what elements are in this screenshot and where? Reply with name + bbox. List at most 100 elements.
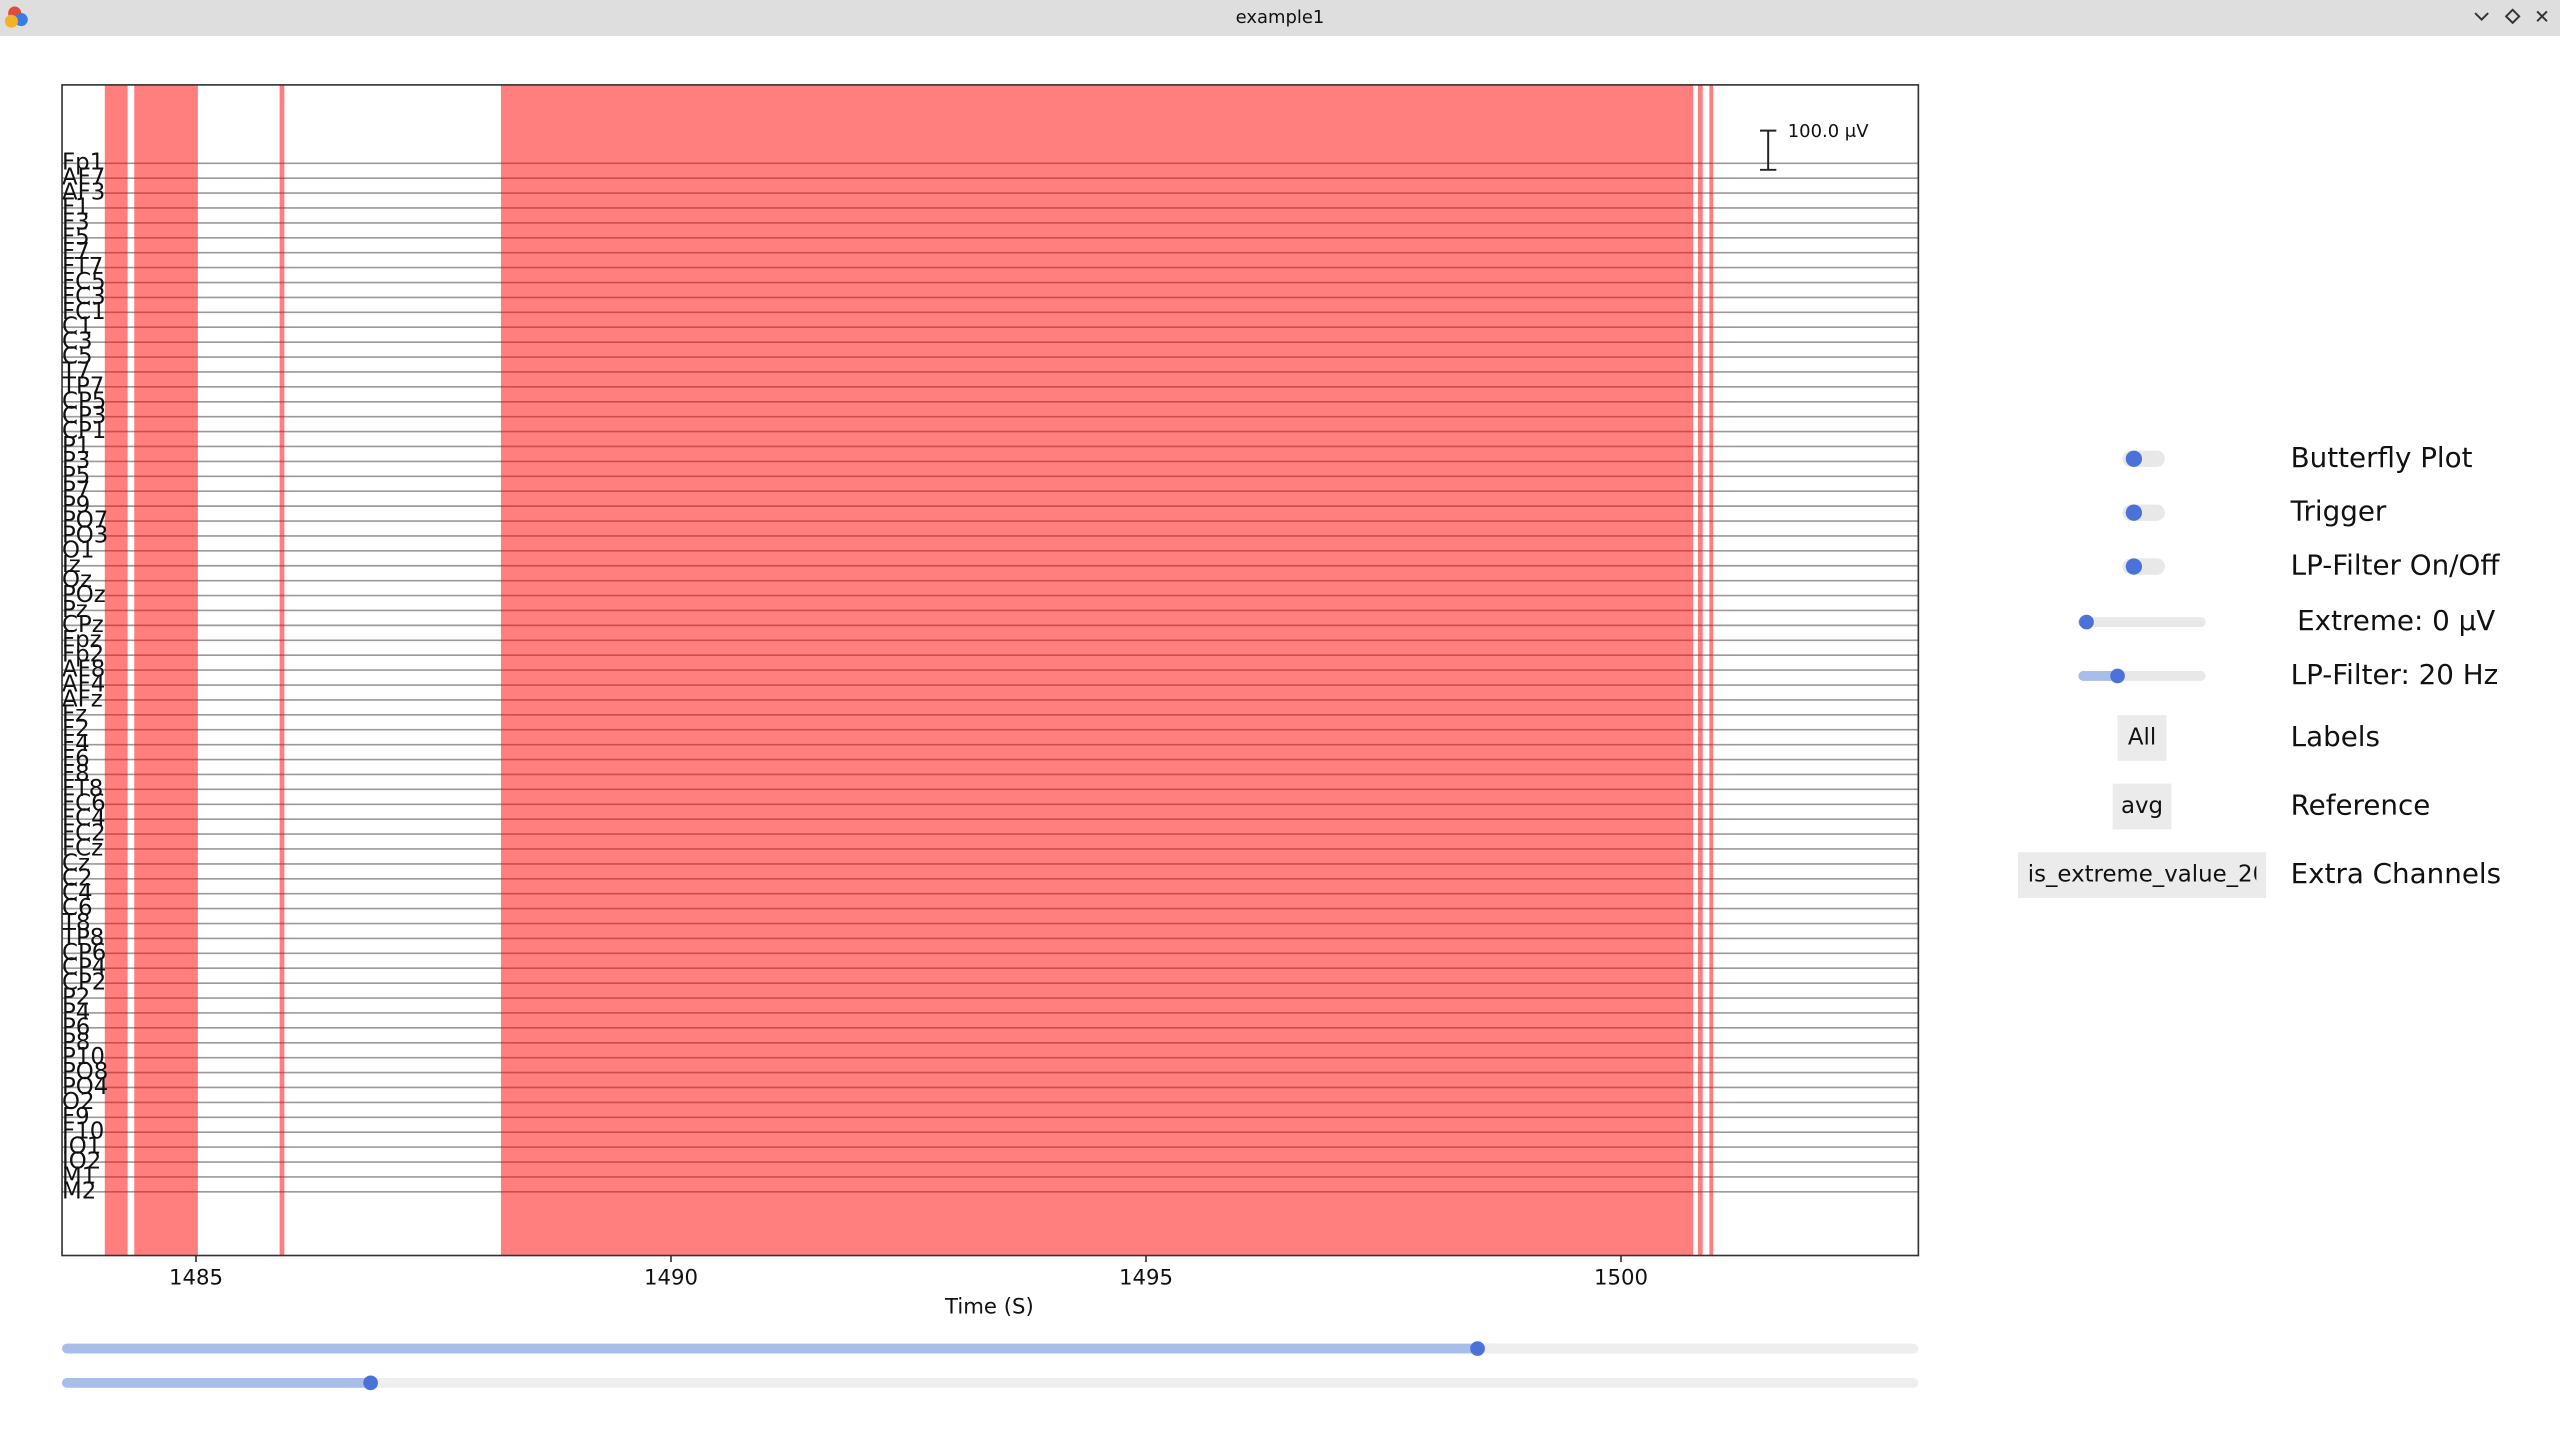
channel-label: P5 <box>62 463 90 489</box>
bad-segment <box>104 84 128 1256</box>
channel-label: PO7 <box>62 508 108 534</box>
channel-label: C6 <box>62 895 92 921</box>
channel-label: FC1 <box>62 299 106 325</box>
slider-knob <box>2110 668 2125 684</box>
channel-label: F6 <box>62 746 90 772</box>
channel-label: CP5 <box>62 388 106 414</box>
close-button[interactable] <box>2536 10 2548 22</box>
x-axis-label: Time (S) <box>944 1295 1034 1320</box>
channel-label: TP7 <box>61 373 104 399</box>
channel-label: CP2 <box>62 970 106 996</box>
channel-label: F9 <box>62 1104 90 1130</box>
slider-knob <box>2079 614 2094 630</box>
channel-label: F2 <box>62 716 90 742</box>
channel-label: FC6 <box>62 791 106 817</box>
toggle-label: Butterfly Plot <box>2291 441 2473 474</box>
channel-label: CP4 <box>62 955 106 981</box>
window-size-slider[interactable] <box>62 1375 1919 1391</box>
toggle-label: Trigger <box>2290 495 2387 528</box>
slider-label: LP-Filter: 20 Hz <box>2291 658 2499 691</box>
channel-label: P1 <box>62 433 90 459</box>
channel-label: FT7 <box>62 254 103 280</box>
channel-label: T8 <box>61 910 91 936</box>
toggle-switch[interactable] <box>2122 558 2165 575</box>
channel-label: C1 <box>62 314 92 340</box>
channel-label: O1 <box>62 537 95 563</box>
channel-label: P4 <box>62 999 90 1025</box>
app-icon <box>4 6 28 28</box>
channel-label: FCz <box>62 835 103 861</box>
dropdown-button[interactable] <box>2017 852 2267 898</box>
toggle-knob <box>2125 504 2143 521</box>
channel-label: F3 <box>62 209 90 235</box>
channel-label: PO8 <box>62 1059 108 1085</box>
dropdown-button[interactable] <box>2112 783 2172 830</box>
channel-label: C5 <box>62 344 92 370</box>
channel-label: M2 <box>62 1178 96 1204</box>
channel-label: AF4 <box>62 672 105 698</box>
toggle-switch[interactable] <box>2122 504 2165 521</box>
channel-label: Cz <box>62 850 90 876</box>
channel-label: Fp1 <box>62 150 104 176</box>
toggle-knob <box>2125 558 2143 575</box>
channel-label: AF8 <box>62 657 105 683</box>
dropdown-button[interactable] <box>2117 715 2167 761</box>
time-slider[interactable] <box>62 1341 1919 1356</box>
channel-label: Pz <box>62 597 88 623</box>
channel-label: C3 <box>62 329 92 355</box>
toggle-switch[interactable] <box>2122 450 2165 467</box>
channel-label: Fpz <box>62 627 102 653</box>
channel-label: FT8 <box>62 776 103 802</box>
maximize-button[interactable] <box>2504 8 2521 25</box>
bad-segment <box>1697 84 1703 1256</box>
channel-label: AF3 <box>62 180 105 206</box>
channel-label: CP6 <box>62 940 106 966</box>
channel-label: F5 <box>62 224 90 250</box>
dropdown-value[interactable]: All <box>2128 724 2156 750</box>
title-bar <box>0 0 2560 36</box>
slider[interactable] <box>2078 614 2206 630</box>
channel-label: F4 <box>62 731 90 757</box>
scale-bar-label: 100.0 μV <box>1788 121 1869 142</box>
slider-label: Extreme: 0 μV <box>2297 604 2495 637</box>
channel-label: AF7 <box>62 165 105 191</box>
channel-label: F1 <box>62 194 90 220</box>
channel-label: CP3 <box>62 403 106 429</box>
channel-label: Iz <box>62 552 81 578</box>
dropdown-value[interactable]: avg <box>2121 793 2163 819</box>
bad-segment <box>1709 84 1714 1256</box>
bad-segment <box>279 84 285 1256</box>
x-tick-label: 1500 <box>1594 1265 1648 1290</box>
toggle-label: LP-Filter On/Off <box>2291 549 2501 582</box>
window-title: example1 <box>1236 7 1325 28</box>
channel-label: FC5 <box>62 269 106 295</box>
slider-track <box>2078 617 2206 627</box>
channel-label: FC2 <box>62 821 106 847</box>
channel-label: IO2 <box>62 1149 101 1175</box>
plot-frame <box>61 84 1920 1257</box>
scale-bar <box>1760 129 1777 171</box>
channel-label: F8 <box>62 761 90 787</box>
channel-label: CPz <box>62 612 104 638</box>
slider[interactable] <box>2078 668 2206 684</box>
channel-label: POz <box>62 582 106 608</box>
dropdown-label: Labels <box>2291 720 2380 753</box>
channel-label: FC4 <box>62 806 106 832</box>
channel-label: F10 <box>62 1119 104 1145</box>
toggle-knob <box>2125 450 2143 467</box>
bad-segment <box>134 84 198 1256</box>
channel-label: T7 <box>61 358 91 384</box>
dropdown-value[interactable]: is_extreme_value_200 <box>2028 862 2282 888</box>
channel-label: C2 <box>62 865 92 891</box>
channel-label: PO3 <box>62 522 108 548</box>
channel-label: IO1 <box>62 1134 101 1160</box>
channel-label: FC3 <box>62 284 106 310</box>
channel-label: TP8 <box>61 925 104 951</box>
channel-label: AFz <box>62 686 103 712</box>
channel-label: Fp2 <box>62 642 104 668</box>
x-tick-label: 1495 <box>1119 1265 1173 1290</box>
x-tick-label: 1485 <box>169 1265 223 1290</box>
minimize-button[interactable] <box>2474 12 2489 21</box>
channel-label: PO4 <box>62 1074 108 1100</box>
